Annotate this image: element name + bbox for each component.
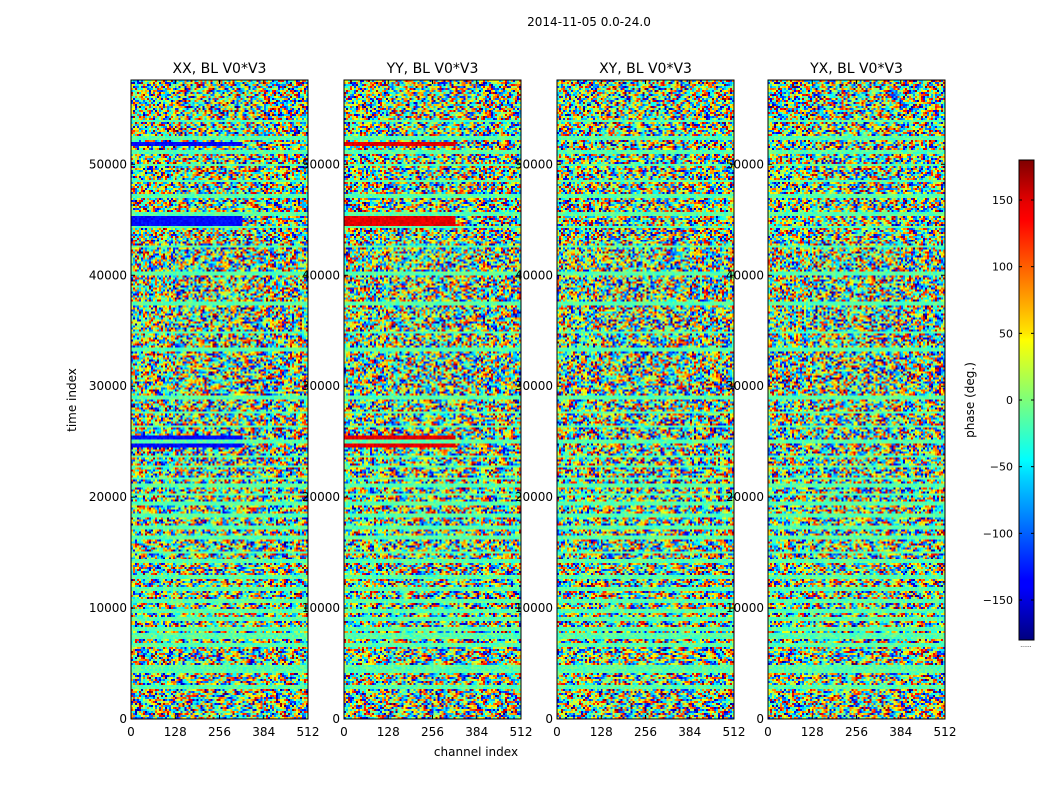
colorbar-tick-label: 100	[992, 261, 1013, 274]
x-tick-label: 0	[340, 725, 348, 739]
y-tick-label: 20000	[302, 490, 340, 504]
x-tick-label: 128	[377, 725, 400, 739]
heatmap-canvas	[344, 80, 521, 719]
y-tick-label: 50000	[515, 157, 553, 171]
heatmap-image	[131, 80, 308, 719]
panel-yy: YY, BL V0*V3 0 128 256 384 512 0 10000 20000 3000…	[302, 61, 533, 739]
panel-xy: XY, BL V0*V3 0 128 256 384 512 0 10000 20000 3000…	[515, 61, 746, 739]
y-tick-label: 50000	[89, 157, 127, 171]
y-tick-label: 10000	[302, 601, 340, 615]
y-tick-label: 30000	[726, 379, 764, 393]
y-tick-label: 40000	[726, 268, 764, 282]
x-tick-label: 128	[590, 725, 613, 739]
x-tick-label: 384	[465, 725, 488, 739]
x-tick-label: 384	[889, 725, 912, 739]
y-axis-label: time index	[65, 368, 79, 432]
heatmap-canvas	[557, 80, 734, 719]
y-tick-label: 30000	[302, 379, 340, 393]
heatmap-image	[768, 80, 945, 719]
heatmap-canvas	[131, 80, 308, 719]
heatmap-canvas	[768, 80, 945, 719]
y-tick-label: 10000	[515, 601, 553, 615]
x-tick-label: 128	[164, 725, 187, 739]
x-tick-label: 128	[801, 725, 824, 739]
colorbar-ticks: 150 100 50 0 −50 −100 −150	[983, 194, 1034, 607]
y-tick-label: 10000	[726, 601, 764, 615]
x-tick-label: 512	[934, 725, 957, 739]
y-tick-label: 40000	[89, 268, 127, 282]
x-tick-label: 256	[634, 725, 657, 739]
y-tick-label: 50000	[726, 157, 764, 171]
panel-xx: XX, BL V0*V3 0 128 256 384 512 0 10000 20000 3000…	[89, 61, 320, 739]
y-tick-label: 40000	[515, 268, 553, 282]
colorbar-tick-label: 50	[999, 327, 1013, 340]
y-tick-label: 20000	[726, 490, 764, 504]
y-tick-label: 0	[332, 712, 340, 726]
x-tick-label: 256	[845, 725, 868, 739]
colorbar-footer: ......	[1020, 642, 1032, 649]
x-tick-label: 512	[510, 725, 533, 739]
x-tick-label: 512	[297, 725, 320, 739]
colorbar-tick-label: −50	[990, 461, 1013, 474]
x-tick-label: 0	[127, 725, 135, 739]
y-tick-label: 0	[545, 712, 553, 726]
y-tick-label: 20000	[515, 490, 553, 504]
y-tick-label: 30000	[89, 379, 127, 393]
panel-title: YX, BL V0*V3	[809, 61, 903, 77]
colorbar-tick-label: 150	[992, 194, 1013, 207]
y-tick-label: 10000	[89, 601, 127, 615]
x-tick-label: 384	[678, 725, 701, 739]
colorbar-tick-label: 0	[1006, 394, 1013, 407]
x-tick-label: 256	[421, 725, 444, 739]
heatmap-image	[557, 80, 734, 719]
panel-yx: YX, BL V0*V3 0 128 256 384 512 0 10000 20000 3000…	[726, 61, 957, 739]
x-axis-label: channel index	[434, 745, 518, 759]
y-tick-label: 50000	[302, 157, 340, 171]
x-tick-label: 512	[723, 725, 746, 739]
colorbar-tick-label: −100	[983, 527, 1013, 540]
x-tick-label: 0	[764, 725, 772, 739]
y-tick-label: 0	[756, 712, 764, 726]
figure-suptitle: 2014-11-05 0.0-24.0	[527, 15, 651, 29]
colorbar-tick-label: −150	[983, 594, 1013, 607]
x-tick-label: 384	[252, 725, 275, 739]
x-tick-label: 0	[553, 725, 561, 739]
y-tick-label: 20000	[89, 490, 127, 504]
heatmap-image	[344, 80, 521, 719]
panel-title: XX, BL V0*V3	[173, 61, 267, 77]
panels-group: XX, BL V0*V3 0 128 256 384 512 0 10000 20000 3000…	[89, 61, 957, 739]
y-tick-label: 0	[119, 712, 127, 726]
colorbar: 150 100 50 0 −50 −100 −150 phase (deg.) ......	[963, 159, 1035, 649]
y-tick-label: 40000	[302, 268, 340, 282]
y-tick-label: 30000	[515, 379, 553, 393]
colorbar-label: phase (deg.)	[963, 362, 977, 438]
x-tick-label: 256	[208, 725, 231, 739]
panel-title: YY, BL V0*V3	[386, 61, 479, 77]
panel-title: XY, BL V0*V3	[599, 61, 692, 77]
